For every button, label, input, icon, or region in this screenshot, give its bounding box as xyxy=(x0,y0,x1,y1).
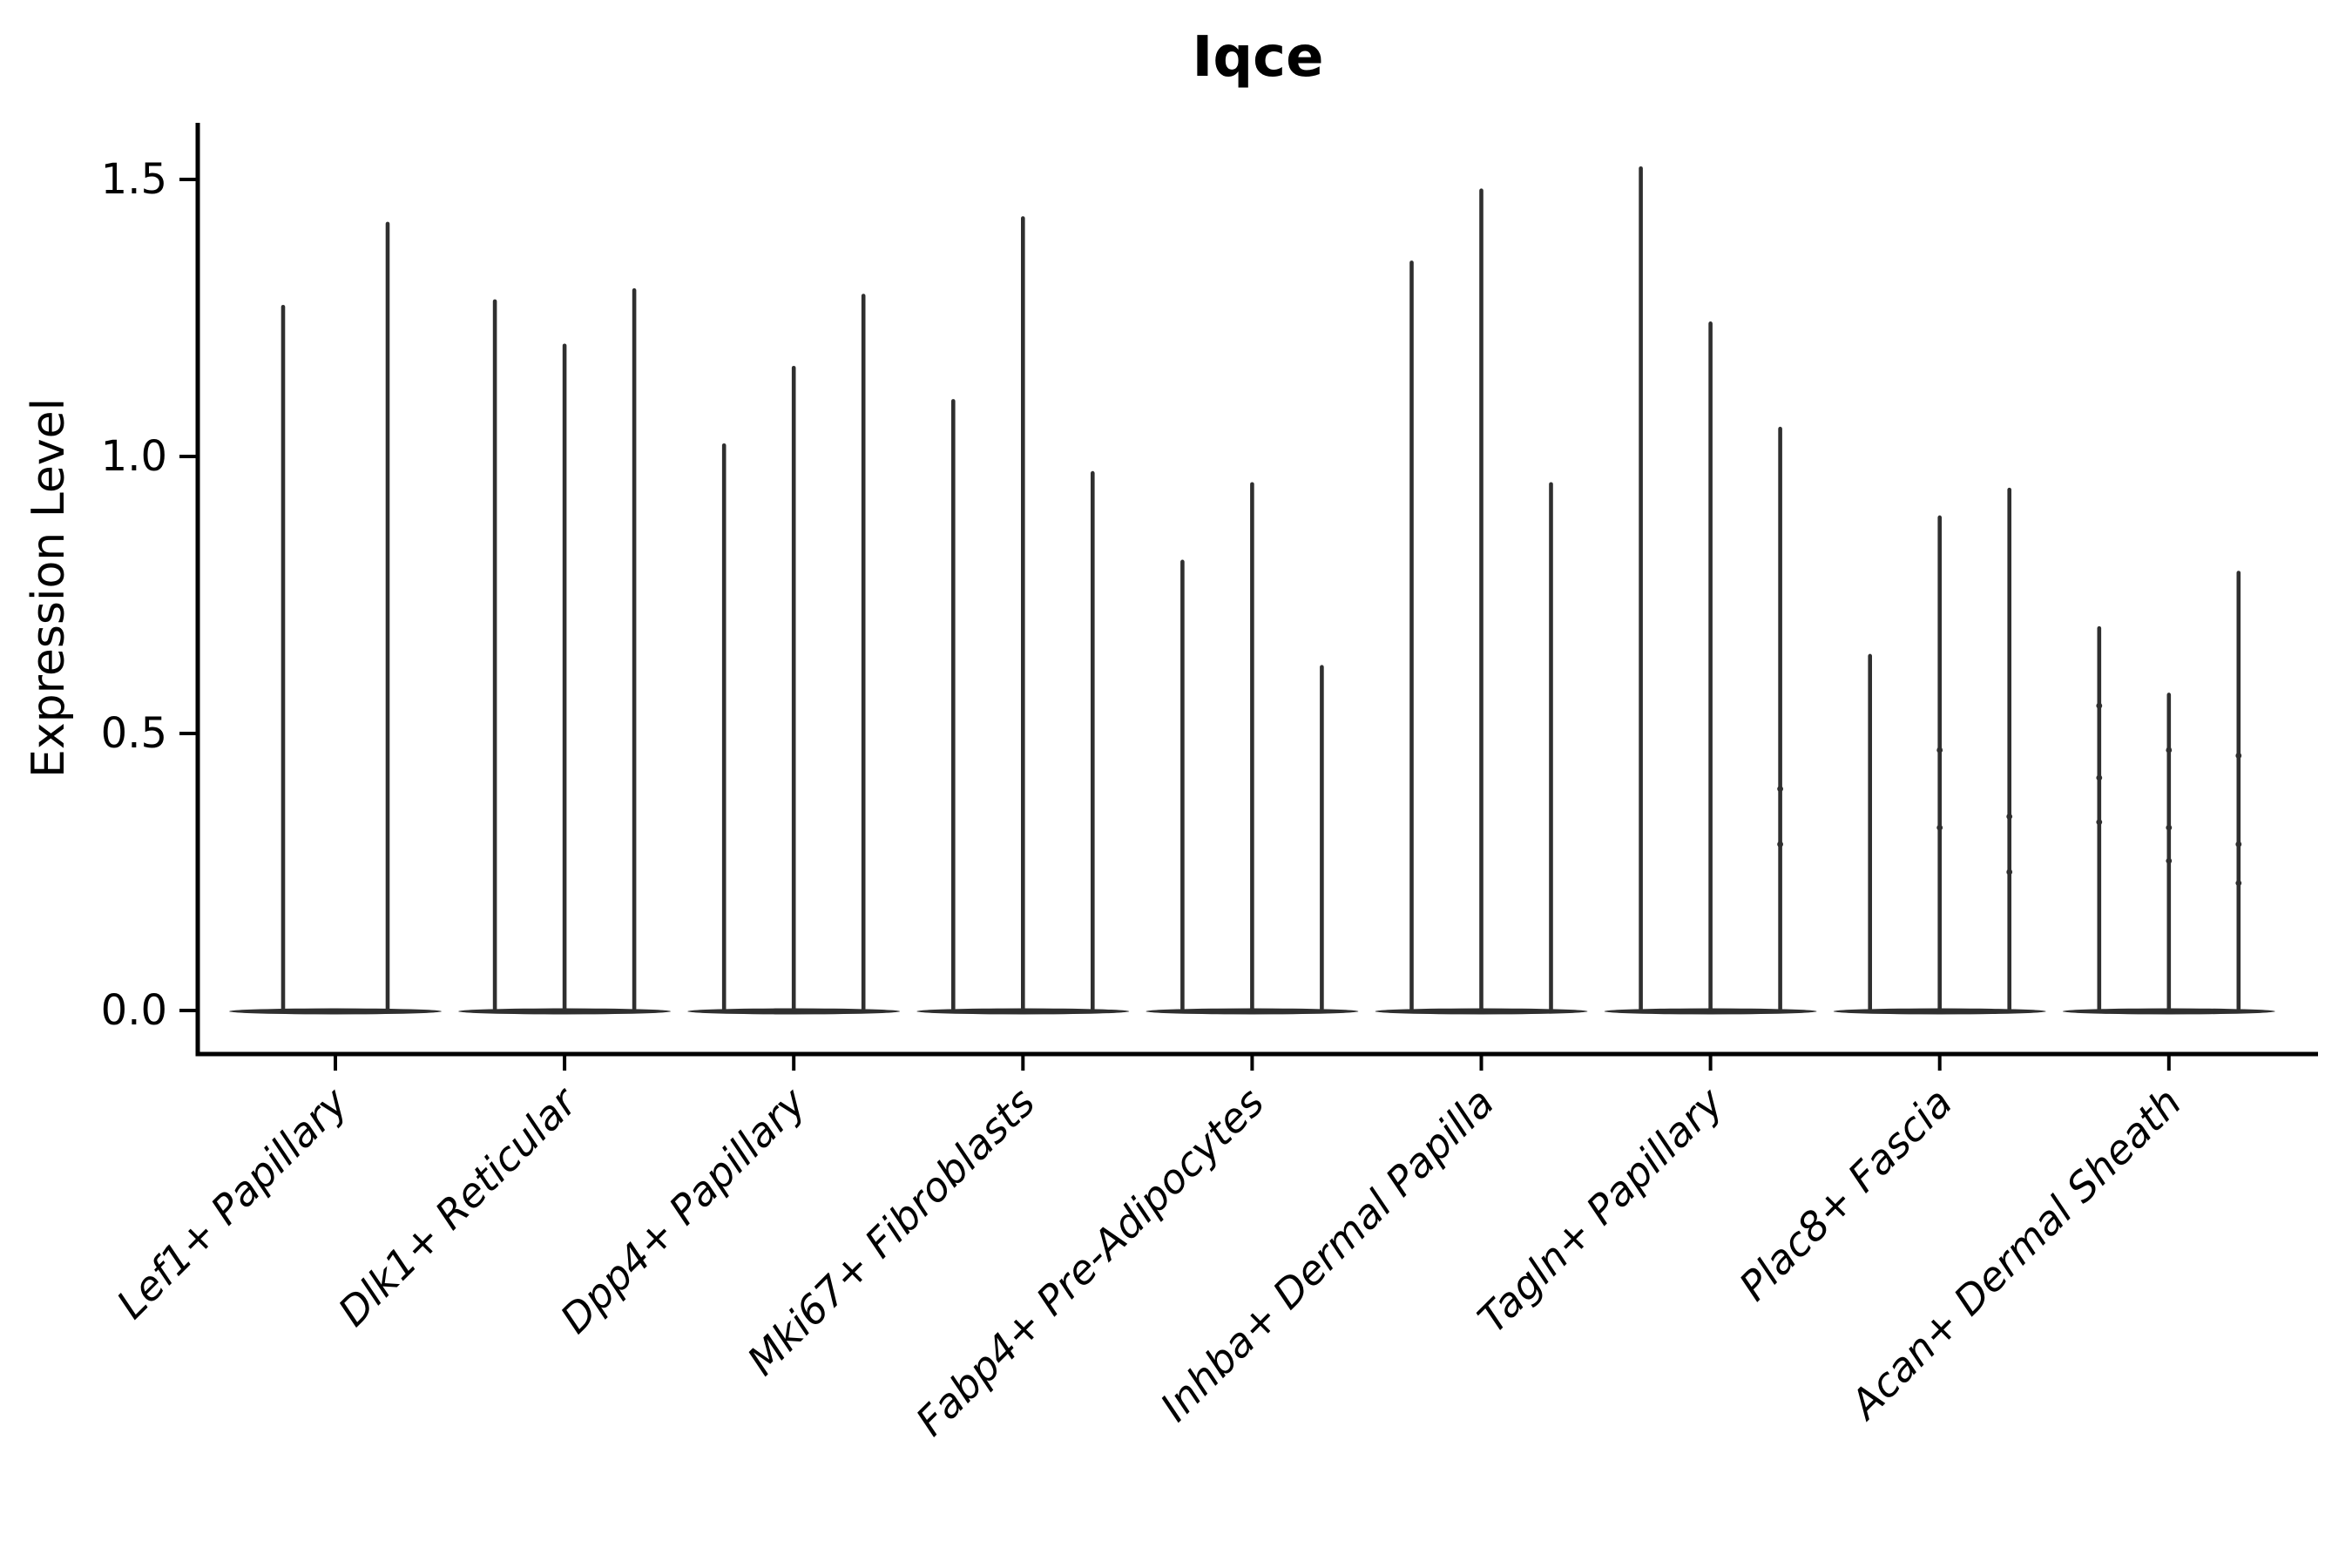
chart-title: Iqce xyxy=(1192,25,1324,90)
y-tick-label: 0.0 xyxy=(100,986,167,1035)
violin-base xyxy=(916,1008,1130,1015)
violin-bump xyxy=(1936,747,1943,754)
violin-bump xyxy=(2166,857,2173,864)
violin-bump xyxy=(1777,786,1783,792)
violin-base xyxy=(687,1008,901,1015)
violin-base xyxy=(2062,1008,2275,1015)
violin-base xyxy=(1375,1008,1588,1015)
y-tick-label: 1.0 xyxy=(100,432,167,481)
violin-bump xyxy=(2006,814,2013,820)
violin-bump xyxy=(2166,824,2173,831)
violin-base xyxy=(1833,1008,2046,1015)
violin-base xyxy=(458,1008,672,1015)
violin-base xyxy=(1146,1008,1359,1015)
violin-bump xyxy=(2096,819,2103,826)
violin-bump xyxy=(2096,702,2103,709)
violin-bump xyxy=(1777,841,1783,848)
violin-bump xyxy=(2235,841,2242,848)
y-tick-label: 0.5 xyxy=(100,709,167,758)
violin-bump xyxy=(2235,880,2242,887)
violin-bump xyxy=(2235,753,2242,759)
violin-bump xyxy=(2166,747,2173,754)
violin-bump xyxy=(1936,824,1943,831)
violin-bump xyxy=(2006,868,2013,875)
violin-bump xyxy=(2096,774,2103,781)
violin-base xyxy=(229,1008,442,1015)
violin-base xyxy=(1604,1008,1817,1015)
y-tick-label: 1.5 xyxy=(100,155,167,204)
